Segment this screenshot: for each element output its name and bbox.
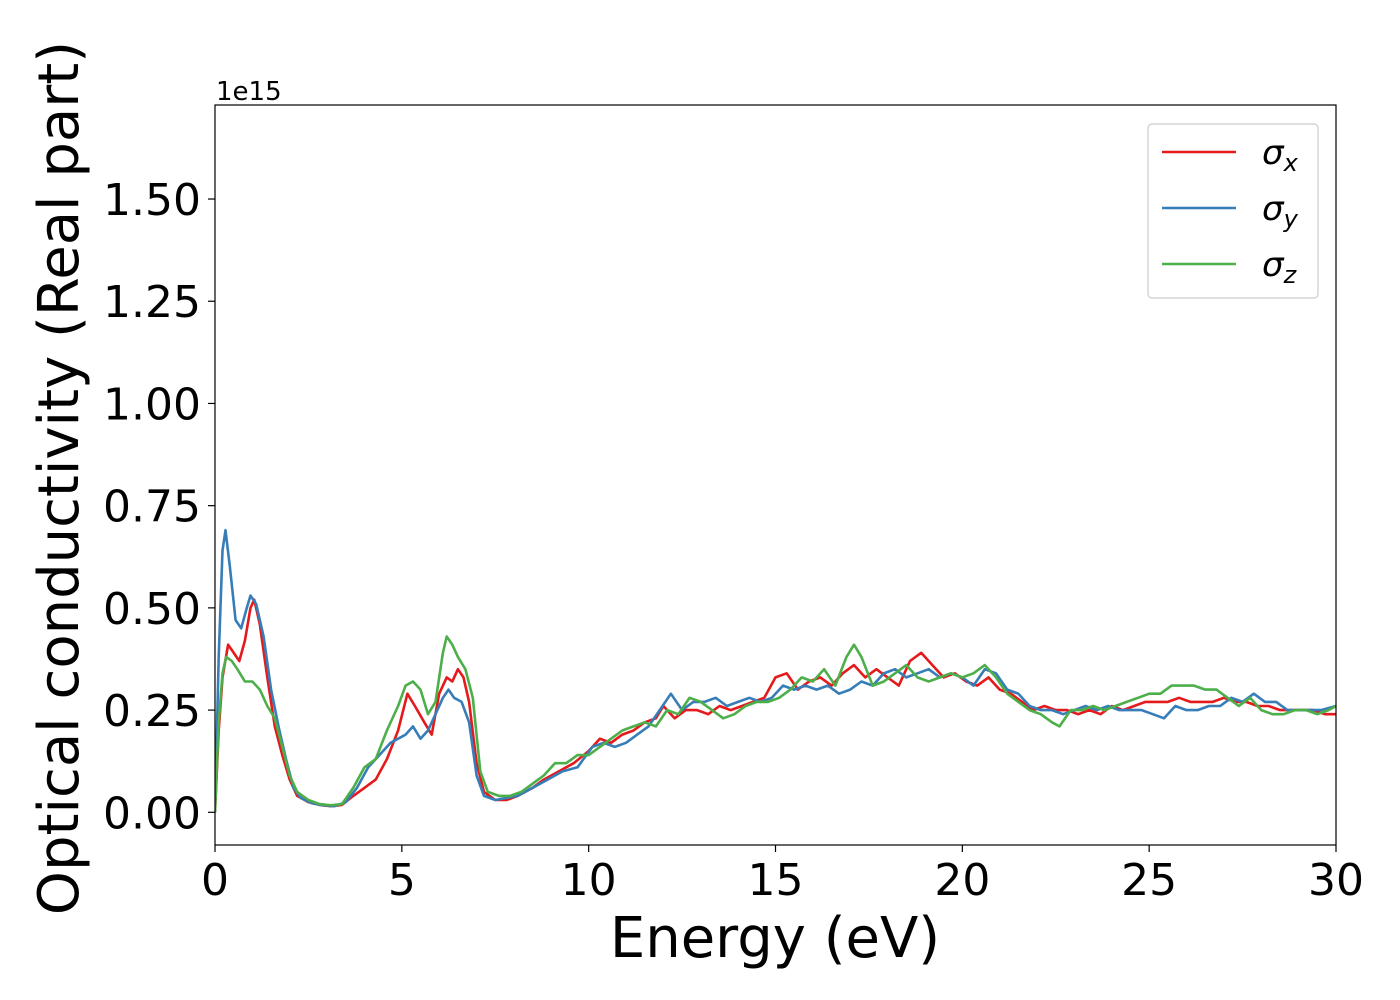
y-tick-label: 0.00 bbox=[103, 788, 201, 839]
y-tick-label: 1.00 bbox=[103, 379, 201, 430]
y-tick-label: 1.50 bbox=[103, 175, 201, 226]
x-tick-label: 0 bbox=[201, 855, 229, 906]
series-line-sigma-y bbox=[215, 528, 1336, 813]
y-tick-label: 1.25 bbox=[103, 277, 201, 328]
legend-box bbox=[1147, 123, 1319, 299]
x-tick-label: 25 bbox=[1121, 855, 1177, 906]
x-axis-label: Energy (eV) bbox=[610, 906, 940, 971]
series-line-sigma-z bbox=[215, 635, 1336, 813]
x-tick-label: 30 bbox=[1308, 855, 1364, 906]
x-axis-ticks: 0 5 10 15 20 25 30 bbox=[201, 845, 1364, 906]
y-axis-ticks: 0.00 0.25 0.50 0.75 1.00 1.25 1.50 bbox=[103, 175, 215, 839]
x-tick-label: 10 bbox=[561, 855, 617, 906]
legend-label-sigma-z: σz bbox=[1262, 245, 1298, 289]
series-line-sigma-x bbox=[215, 598, 1336, 813]
y-tick-label: 0.75 bbox=[103, 482, 201, 533]
y-tick-label: 0.25 bbox=[103, 686, 201, 737]
x-tick-label: 20 bbox=[934, 855, 990, 906]
y-tick-label: 0.50 bbox=[103, 584, 201, 635]
y-axis-label: Optical conductivity (Real part) bbox=[27, 41, 92, 915]
x-tick-label: 15 bbox=[748, 855, 804, 906]
x-tick-label: 5 bbox=[388, 855, 416, 906]
y-axis-offset-text: 1e15 bbox=[216, 77, 282, 107]
